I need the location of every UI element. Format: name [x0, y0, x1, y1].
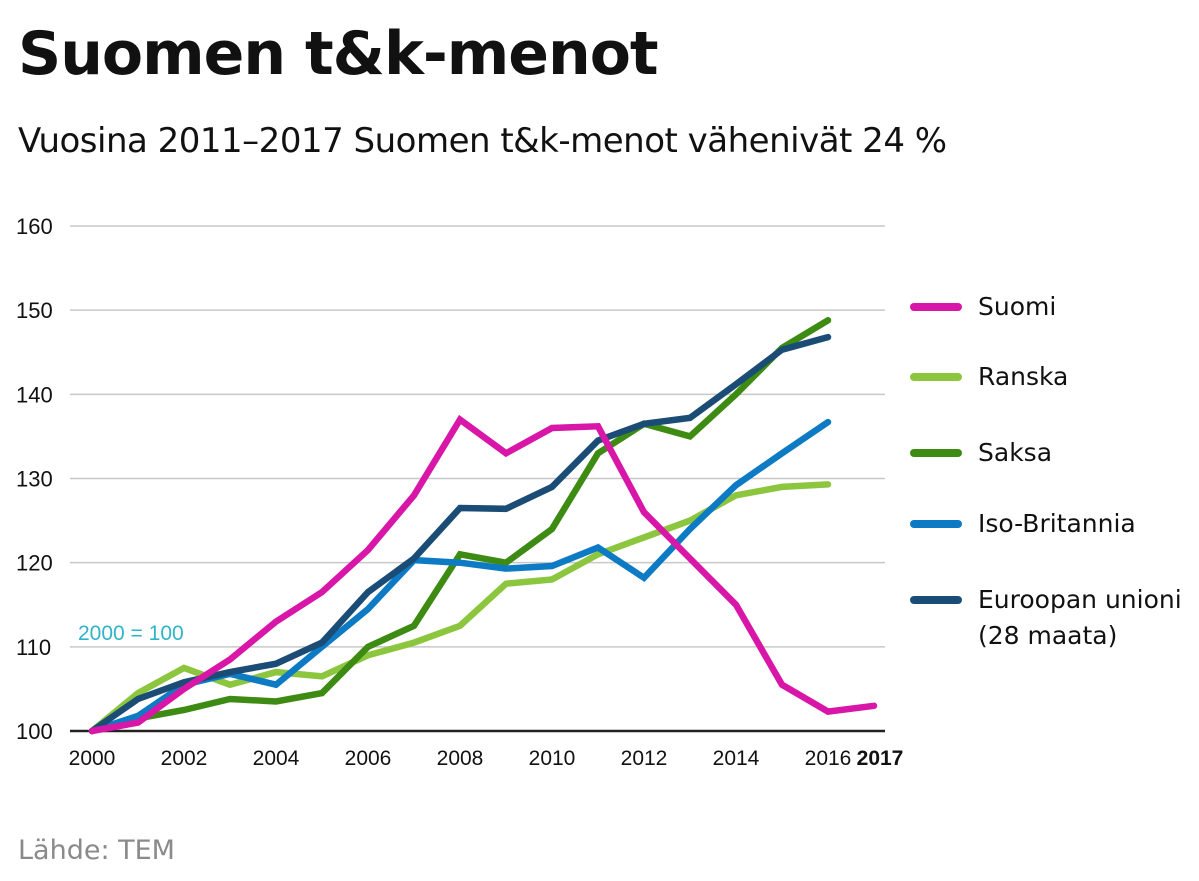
legend-swatch [910, 596, 962, 604]
index-annotation: 2000 = 100 [78, 622, 184, 645]
legend-swatch [910, 520, 962, 528]
x-tick-label: 2016 [805, 747, 852, 770]
chart-title: Suomen t&k-menot [18, 19, 659, 89]
x-tick-label: 2010 [529, 747, 576, 770]
legend-label-line2: (28 maata) [978, 621, 1118, 650]
legend-label: Euroopan unioni [978, 585, 1182, 614]
x-tick-label: 2014 [713, 747, 760, 770]
series-line-ranska [88, 481, 832, 735]
legend-label: Iso-Britannia [978, 509, 1136, 538]
series-line-euroopan [88, 333, 832, 735]
x-tick-label: 2004 [253, 747, 300, 770]
y-tick-label: 120 [16, 551, 53, 576]
x-tick-label: 2000 [69, 747, 116, 770]
legend-swatch [910, 373, 962, 381]
y-tick-label: 140 [16, 382, 53, 407]
x-tick-label: 2012 [621, 747, 668, 770]
legend-label: Saksa [978, 438, 1053, 467]
y-tick-label: 130 [16, 467, 53, 492]
x-tick-label: 2017 [857, 747, 904, 770]
series-line-suomi [88, 414, 878, 735]
y-tick-label: 160 [16, 214, 53, 239]
series-line-iso-britannia [88, 418, 832, 735]
legend-label: Suomi [978, 292, 1057, 321]
series-line-saksa [88, 317, 832, 735]
series-lines [88, 317, 878, 735]
legend-swatch [910, 303, 962, 311]
x-axis-ticks: 2000 2002 2004 2006 2008 2010 2012 2014 2016 2017 [69, 747, 904, 770]
y-axis-ticks: 100 110 120 130 140 150 160 [16, 214, 53, 744]
legend-swatch [910, 449, 962, 457]
legend-label: Ranska [978, 362, 1069, 391]
y-tick-label: 110 [16, 635, 51, 660]
source-note: Lähde: TEM [18, 835, 175, 866]
y-tick-label: 100 [16, 719, 53, 744]
x-tick-label: 2008 [437, 747, 484, 770]
x-tick-label: 2006 [345, 747, 392, 770]
chart-subtitle: Vuosina 2011–2017 Suomen t&k-menot vähen… [18, 121, 947, 161]
x-tick-label: 2002 [161, 747, 208, 770]
y-tick-label: 150 [16, 298, 53, 323]
